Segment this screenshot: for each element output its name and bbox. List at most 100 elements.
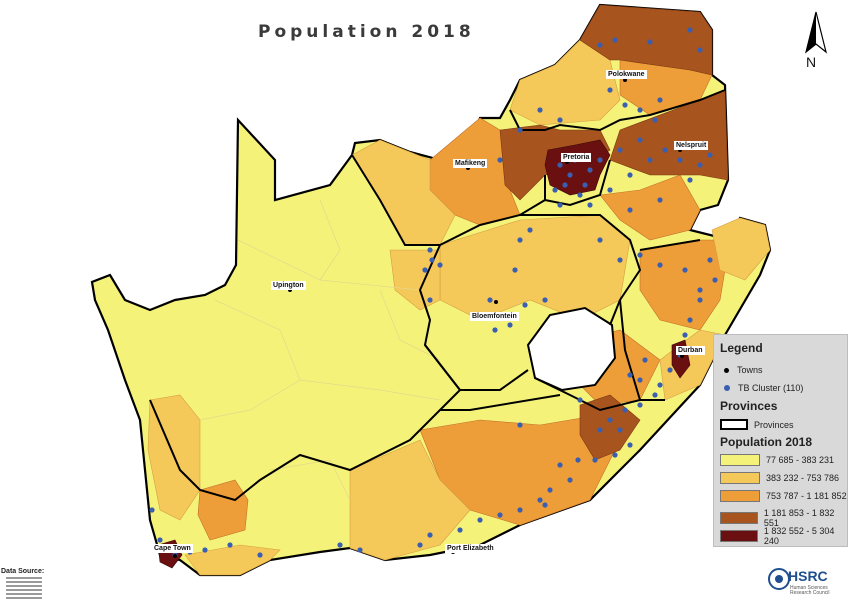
tb-cluster-point bbox=[257, 552, 263, 558]
tb-cluster-point bbox=[637, 252, 643, 258]
tb-cluster-point bbox=[562, 182, 568, 188]
tb-cluster-point bbox=[157, 537, 163, 543]
tb-cluster-point bbox=[597, 427, 603, 433]
region-class-4 bbox=[579, 4, 713, 76]
tb-cluster-point bbox=[537, 497, 543, 503]
tb-cluster-point bbox=[422, 267, 428, 273]
legend-towns-label: Towns bbox=[737, 365, 763, 375]
tb-cluster-point bbox=[637, 107, 643, 113]
tb-cluster-point bbox=[712, 277, 718, 283]
district-borders bbox=[199, 199, 441, 501]
region-class-3 bbox=[599, 174, 701, 241]
tb-cluster-point bbox=[647, 157, 653, 163]
tb-cluster-point bbox=[627, 207, 633, 213]
tb-cluster-point bbox=[537, 107, 543, 113]
legend-provinces-label: Provinces bbox=[754, 419, 794, 430]
town-label-pretoria: Pretoria bbox=[561, 153, 592, 162]
tb-cluster-point bbox=[657, 382, 663, 388]
tb-cluster-point bbox=[429, 257, 435, 263]
legend-title: Legend bbox=[720, 341, 763, 355]
legend-class-row: 753 787 - 1 181 852 bbox=[720, 490, 847, 502]
region-class-3 bbox=[639, 239, 731, 331]
tb-cluster-point bbox=[427, 297, 433, 303]
north-label: N bbox=[806, 54, 817, 70]
tb-cluster-point bbox=[697, 47, 703, 53]
tb-cluster-point bbox=[457, 527, 463, 533]
legend-class-swatch bbox=[720, 512, 758, 524]
legend-class-row: 1 181 853 - 1 832 551 bbox=[720, 508, 847, 528]
tb-cluster-points bbox=[149, 27, 718, 558]
tb-cluster-point bbox=[687, 27, 693, 33]
region-class-3 bbox=[197, 479, 249, 541]
town-label-mafikeng: Mafikeng bbox=[453, 159, 488, 168]
region-class-2 bbox=[439, 214, 631, 321]
tb-cluster-point bbox=[517, 507, 523, 513]
tb-cluster-point bbox=[652, 117, 658, 123]
north-arrow-icon bbox=[804, 11, 828, 54]
tb-cluster-point bbox=[687, 317, 693, 323]
tb-cluster-point bbox=[575, 457, 581, 463]
data-source-label: Data Source: bbox=[1, 568, 45, 575]
legend-class-label: 1 832 552 - 5 304 240 bbox=[763, 526, 835, 546]
tb-cluster-point bbox=[517, 127, 523, 133]
tb-cluster-point bbox=[577, 192, 583, 198]
legend-tb-label: TB Cluster (110) bbox=[738, 383, 804, 393]
tb-cluster-point bbox=[427, 532, 433, 538]
tb-cluster-point bbox=[522, 302, 528, 308]
province-outline-icon bbox=[720, 419, 748, 430]
town-label-polokwane: Polokwane bbox=[606, 70, 647, 79]
tb-cluster-point bbox=[677, 157, 683, 163]
tb-cluster-dot-icon bbox=[724, 385, 730, 391]
town-label-nelspruit: Nelspruit bbox=[674, 141, 709, 150]
tb-cluster-point bbox=[682, 332, 688, 338]
town-label-bloemfontein: Bloemfontein bbox=[470, 312, 519, 321]
tb-cluster-point bbox=[637, 377, 643, 383]
town-label-cape-town: Cape Town bbox=[152, 544, 193, 553]
tb-cluster-point bbox=[697, 287, 703, 293]
tb-cluster-point bbox=[647, 39, 653, 45]
hsrc-logo-text: HSRC bbox=[788, 568, 828, 584]
tb-cluster-point bbox=[657, 97, 663, 103]
tb-cluster-point bbox=[662, 147, 668, 153]
legend-class-swatch bbox=[720, 490, 760, 502]
tb-cluster-point bbox=[517, 237, 523, 243]
legend-class-row: 1 832 552 - 5 304 240 bbox=[720, 526, 847, 546]
tb-cluster-point bbox=[517, 422, 523, 428]
tb-cluster-point bbox=[607, 87, 613, 93]
tb-cluster-point bbox=[557, 117, 563, 123]
legend-class-label: 1 181 853 - 1 832 551 bbox=[763, 508, 835, 528]
tb-cluster-point bbox=[667, 367, 673, 373]
town-point bbox=[680, 354, 684, 358]
tb-cluster-point bbox=[357, 547, 363, 553]
tb-cluster-point bbox=[637, 137, 643, 143]
tb-cluster-point bbox=[512, 267, 518, 273]
tb-cluster-point bbox=[437, 262, 443, 268]
tb-cluster-point bbox=[597, 157, 603, 163]
town-label-port-elizabeth: Port Elizabeth bbox=[445, 544, 496, 553]
tb-cluster-point bbox=[557, 162, 563, 168]
tb-cluster-point bbox=[597, 42, 603, 48]
town-dot-icon bbox=[724, 367, 729, 373]
tb-cluster-point bbox=[612, 452, 618, 458]
tb-cluster-point bbox=[707, 152, 713, 158]
tb-cluster-point bbox=[477, 517, 483, 523]
town-point bbox=[623, 78, 627, 82]
tb-cluster-point bbox=[149, 507, 155, 513]
tb-cluster-point bbox=[497, 157, 503, 163]
tb-cluster-point bbox=[627, 172, 633, 178]
tb-cluster-point bbox=[642, 357, 648, 363]
legend-class-swatch bbox=[720, 454, 760, 466]
legend-tb-row: TB Cluster (110) bbox=[724, 383, 803, 393]
tb-cluster-point bbox=[597, 237, 603, 243]
tb-cluster-point bbox=[697, 162, 703, 168]
tb-cluster-point bbox=[697, 297, 703, 303]
tb-cluster-point bbox=[627, 372, 633, 378]
town-point bbox=[494, 300, 498, 304]
tb-cluster-point bbox=[567, 172, 573, 178]
data-source-text-lines bbox=[6, 577, 42, 601]
tb-cluster-point bbox=[547, 487, 553, 493]
tb-cluster-point bbox=[607, 187, 613, 193]
tb-cluster-point bbox=[507, 322, 513, 328]
legend-class-row: 383 232 - 753 786 bbox=[720, 472, 839, 484]
